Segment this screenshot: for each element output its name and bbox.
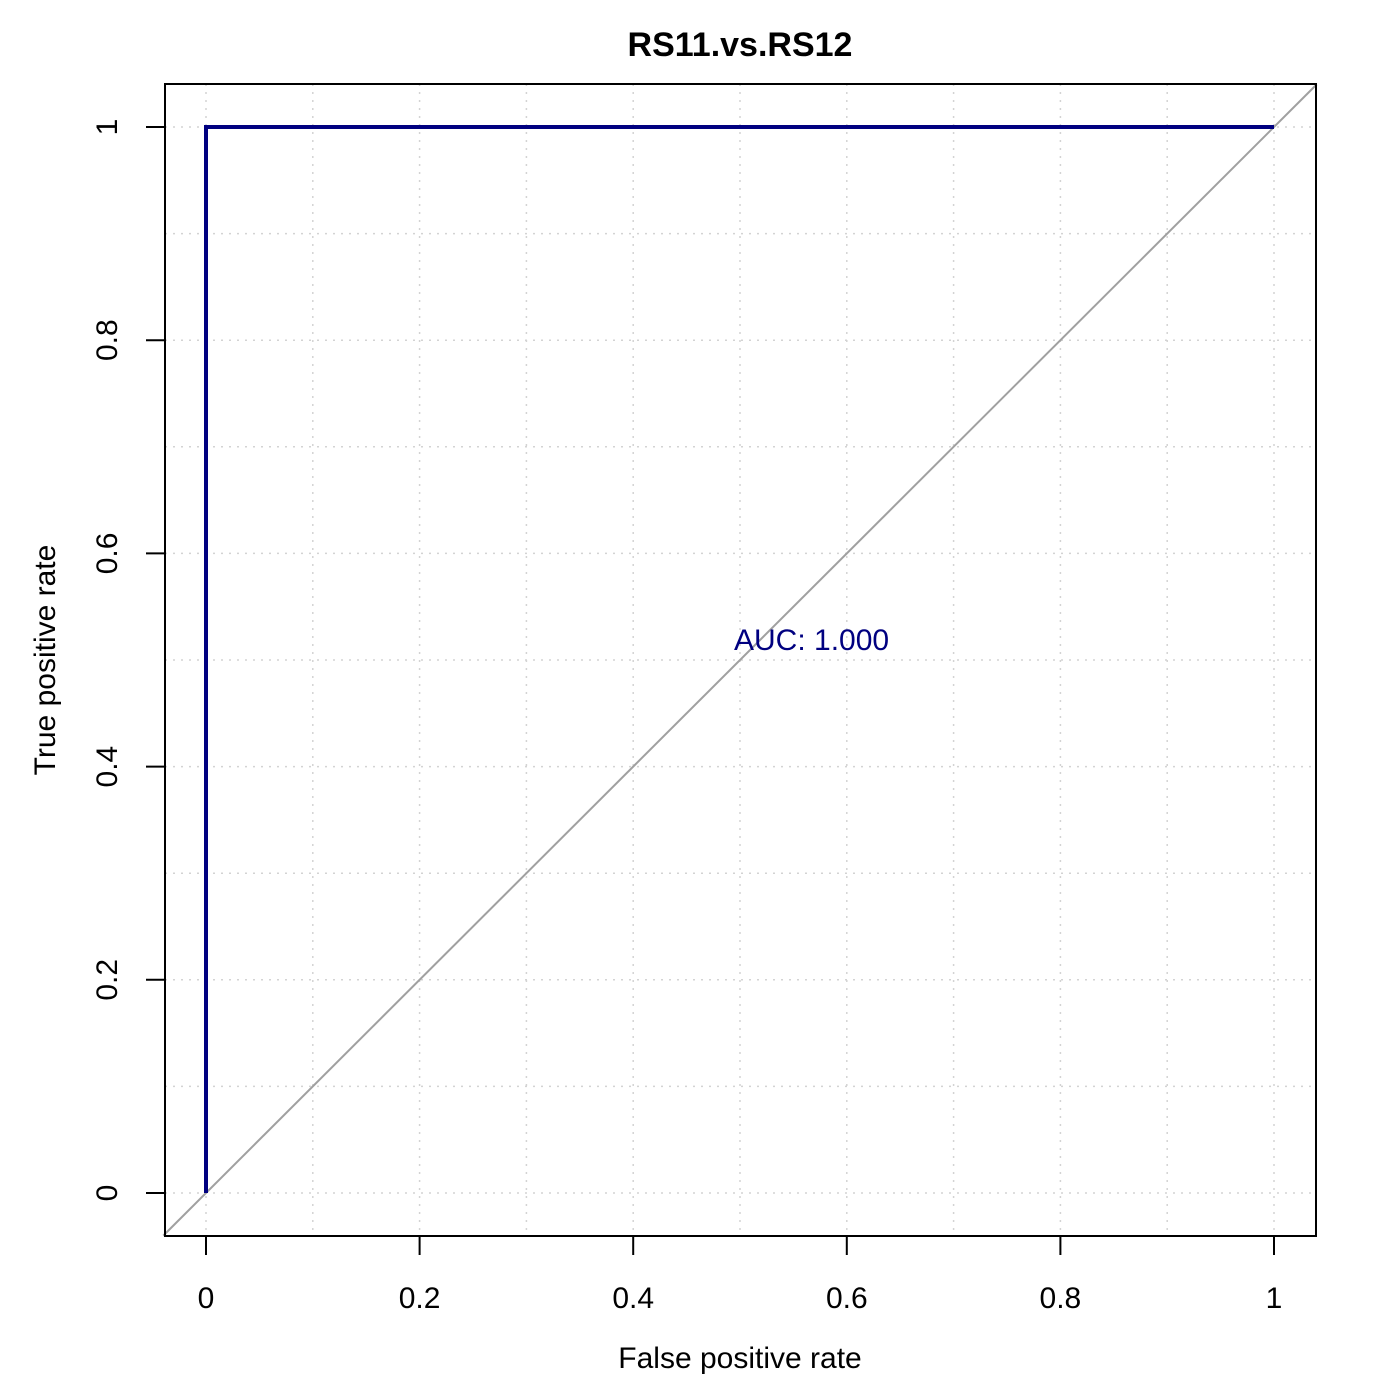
- y-tick-label: 0.4: [91, 746, 124, 788]
- y-tick-label: 0.8: [91, 319, 124, 361]
- x-tick-label: 1: [1266, 1282, 1283, 1315]
- y-tick-label: 0.6: [91, 533, 124, 575]
- y-tick-label: 0: [91, 1185, 124, 1202]
- series-layer: [204, 125, 1274, 1193]
- x-tick-label: 0.2: [399, 1282, 441, 1315]
- x-axis-title: False positive rate: [618, 1342, 861, 1375]
- x-axis: 0 0.2 0.4 0.6 0.8 1: [198, 1235, 1283, 1315]
- reference-line: [162, 83, 1318, 1237]
- y-axis-title: True positive rate: [29, 545, 62, 776]
- x-tick-label: 0.8: [1040, 1282, 1082, 1315]
- x-tick-label: 0.4: [612, 1282, 654, 1315]
- roc-curve: [204, 125, 1274, 1193]
- x-tick-label: 0.6: [826, 1282, 868, 1315]
- y-axis: 0 0.2 0.4 0.6 0.8 1: [91, 119, 166, 1202]
- reference-diagonal: [162, 83, 1318, 1237]
- x-tick-label: 0: [198, 1282, 215, 1315]
- y-tick-label: 1: [91, 119, 124, 136]
- chart-title: RS11.vs.RS12: [628, 26, 853, 64]
- y-tick-label: 0.2: [91, 959, 124, 1001]
- auc-annotation: AUC: 1.000: [734, 624, 889, 657]
